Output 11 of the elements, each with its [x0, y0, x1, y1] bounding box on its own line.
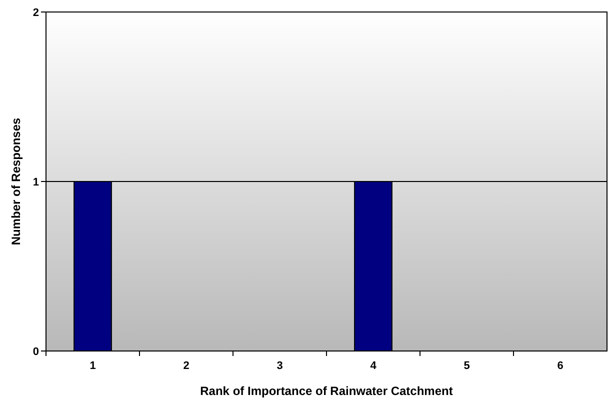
x-tick-label: 4 — [370, 360, 378, 372]
y-axis-title: Number of Responses — [9, 117, 23, 246]
x-tick-label: 2 — [183, 360, 190, 372]
y-tick-label: 2 — [32, 6, 39, 19]
x-axis-title: Rank of Importance of Rainwater Catchment — [200, 384, 453, 398]
x-tick-label: 6 — [557, 360, 564, 372]
x-tick-label: 3 — [276, 360, 283, 372]
x-tick-label: 1 — [90, 360, 96, 372]
y-tick-label: 1 — [32, 176, 39, 188]
y-tick-label: 0 — [32, 346, 39, 358]
x-tick-label: 5 — [464, 360, 470, 372]
